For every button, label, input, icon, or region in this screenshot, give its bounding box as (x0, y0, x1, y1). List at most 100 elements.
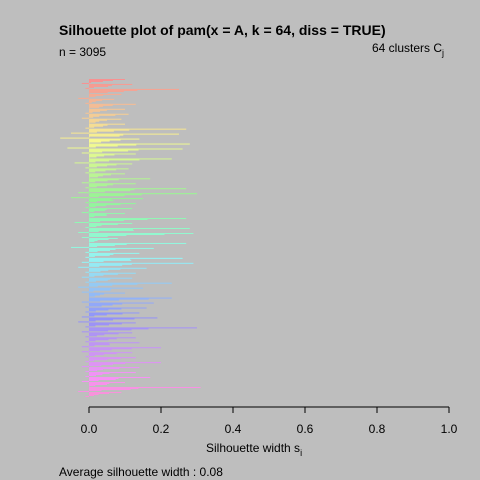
x-axis-label: Silhouette width si (206, 441, 302, 458)
silhouette-bar (89, 104, 113, 106)
silhouette-bar (89, 200, 114, 202)
silhouette-bar (89, 159, 140, 161)
silhouette-bar (89, 236, 108, 237)
clusters-label-sub: j (441, 48, 444, 58)
silhouette-bar (89, 163, 133, 165)
silhouette-bar (89, 340, 96, 342)
silhouette-bar (89, 330, 109, 332)
silhouette-bar (89, 250, 98, 252)
silhouette-bar (89, 254, 110, 256)
silhouette-bar (89, 103, 136, 105)
silhouette-bar (89, 241, 90, 243)
silhouette-bar (89, 329, 132, 331)
silhouette-bar (89, 296, 90, 298)
silhouette-bar (89, 179, 119, 181)
silhouette-bar (89, 211, 95, 213)
silhouette-bar (81, 381, 89, 382)
silhouette-bar (89, 324, 110, 326)
silhouette-bar (89, 312, 140, 314)
clusters-label: 64 clusters Cj (372, 41, 444, 58)
silhouette-bar (89, 143, 190, 145)
silhouette-bar (89, 244, 115, 246)
silhouette-bar (89, 203, 136, 205)
silhouette-bar (89, 149, 139, 151)
silhouette-bar (89, 224, 118, 225)
silhouette-bar (89, 354, 104, 356)
silhouette-bar (89, 389, 131, 390)
silhouette-bar (89, 133, 179, 135)
silhouette-bar (89, 299, 120, 301)
silhouette-bar (89, 274, 104, 276)
silhouette-bar (89, 247, 154, 249)
silhouette-bar (89, 372, 136, 374)
silhouette-bar (85, 256, 89, 258)
silhouette-bar (74, 222, 89, 223)
silhouette-bar (85, 361, 89, 363)
silhouette-bar (89, 378, 119, 380)
silhouette-bar (81, 212, 89, 214)
silhouette-bar (89, 95, 96, 97)
silhouette-bar (85, 336, 89, 338)
silhouette-bar (89, 314, 107, 316)
silhouette-bar (89, 293, 105, 295)
silhouette-bar (89, 370, 98, 372)
silhouette-bar (89, 369, 103, 371)
silhouette-bar (89, 392, 122, 393)
silhouette-bar (89, 175, 103, 177)
average-width-label: Average silhouette width : 0.08 (59, 465, 223, 479)
silhouette-bar (89, 173, 125, 175)
silhouette-bar (81, 152, 89, 154)
silhouette-bar (89, 303, 123, 305)
silhouette-bar (89, 209, 107, 211)
silhouette-bar (89, 249, 111, 251)
silhouette-bar (81, 117, 89, 119)
silhouette-bar (89, 80, 103, 82)
silhouette-bar (89, 198, 143, 200)
silhouette-bar (89, 290, 94, 292)
silhouette-bar (89, 294, 100, 296)
silhouette-bar (81, 366, 89, 368)
silhouette-bar (89, 238, 109, 240)
silhouette-bar (89, 315, 95, 317)
silhouette-bar (81, 346, 89, 348)
silhouette-bar (89, 119, 107, 121)
silhouette-bar (89, 307, 147, 309)
silhouette-bar (89, 339, 109, 341)
silhouette-bar (89, 107, 90, 109)
silhouette-bar (60, 137, 89, 139)
silhouette-bar (89, 288, 111, 290)
silhouette-bar (89, 292, 125, 294)
silhouette-bar (89, 320, 96, 322)
silhouette-bar (89, 308, 122, 310)
silhouette-bar (89, 161, 96, 163)
silhouette-bar (89, 302, 154, 304)
silhouette-bar (89, 193, 197, 195)
silhouette-bar (89, 157, 90, 159)
silhouette-bar (85, 376, 89, 378)
silhouette-bar (78, 391, 89, 392)
silhouette-bar (78, 321, 89, 323)
silhouette-bar (89, 309, 109, 311)
silhouette-bar (89, 355, 95, 357)
silhouette-bar (89, 98, 115, 100)
silhouette-bar (89, 267, 147, 269)
silhouette-bar (89, 328, 149, 330)
silhouette-bar (89, 122, 90, 124)
silhouette-bar (89, 92, 90, 94)
silhouette-bar (89, 279, 108, 281)
silhouette-bar (89, 386, 90, 387)
silhouette-bar (89, 134, 124, 136)
silhouette-bar (89, 194, 142, 196)
silhouette-bar (89, 153, 136, 155)
silhouette-bar (89, 225, 102, 226)
silhouette-bar (89, 168, 129, 170)
silhouette-bar (89, 141, 102, 143)
silhouette-bar (89, 191, 105, 193)
silhouette-bar (89, 342, 140, 344)
silhouette-bar (89, 344, 110, 346)
silhouette-bar (89, 277, 133, 279)
silhouette-bar (89, 217, 90, 219)
silhouette-bar (89, 375, 96, 377)
silhouette-bar (85, 112, 89, 114)
silhouette-bar (89, 144, 137, 146)
